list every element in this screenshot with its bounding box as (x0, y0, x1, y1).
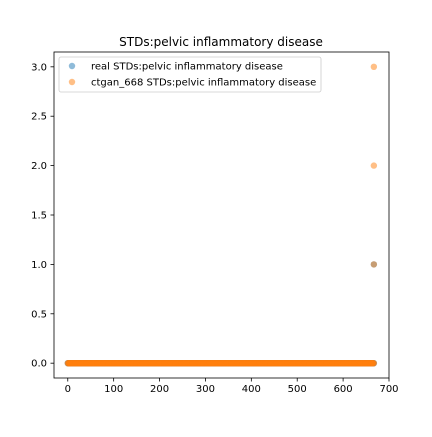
series-0 (64, 261, 378, 367)
y-tick-label: 2.0 (31, 161, 47, 172)
x-tick-label: 400 (242, 384, 261, 395)
legend-marker-ctgan (68, 78, 76, 86)
y-tick-label: 3.0 (31, 62, 47, 73)
x-tick-label: 500 (288, 384, 307, 395)
legend-box (58, 56, 322, 93)
legend: real STDs:pelvic inflammatory disease ct… (58, 56, 322, 93)
plot-frame (53, 51, 390, 379)
x-tick-label: 700 (379, 384, 398, 395)
y-axis: 0.0 0.5 1.0 1.5 2.0 2.5 3.0 (31, 62, 54, 370)
y-tick-label: 0.5 (31, 309, 47, 320)
x-tick-label: 300 (196, 384, 215, 395)
legend-label-ctgan: ctgan_668 STDs:pelvic inflammatory disea… (91, 78, 316, 89)
y-tick-label: 1.5 (31, 211, 47, 222)
x-tick-label: 200 (150, 384, 169, 395)
y-tick-label: 1.0 (31, 260, 47, 271)
data-point (370, 261, 378, 268)
data-point (370, 359, 378, 367)
x-tick-label: 600 (334, 384, 353, 395)
y-tick-label: 0.0 (31, 359, 47, 370)
legend-label-real: real STDs:pelvic inflammatory disease (91, 62, 283, 73)
x-axis: 0 100 200 300 400 500 600 700 (65, 378, 399, 395)
chart-title: STDs:pelvic inflammatory disease (119, 35, 323, 49)
x-tick-label: 100 (104, 384, 123, 395)
data-point (370, 162, 378, 169)
data-point (370, 63, 378, 71)
x-tick-label: 0 (65, 384, 71, 395)
y-tick-label: 2.5 (31, 112, 47, 123)
series-1 (64, 63, 378, 367)
data-points (64, 63, 378, 367)
legend-marker-real (68, 62, 76, 70)
